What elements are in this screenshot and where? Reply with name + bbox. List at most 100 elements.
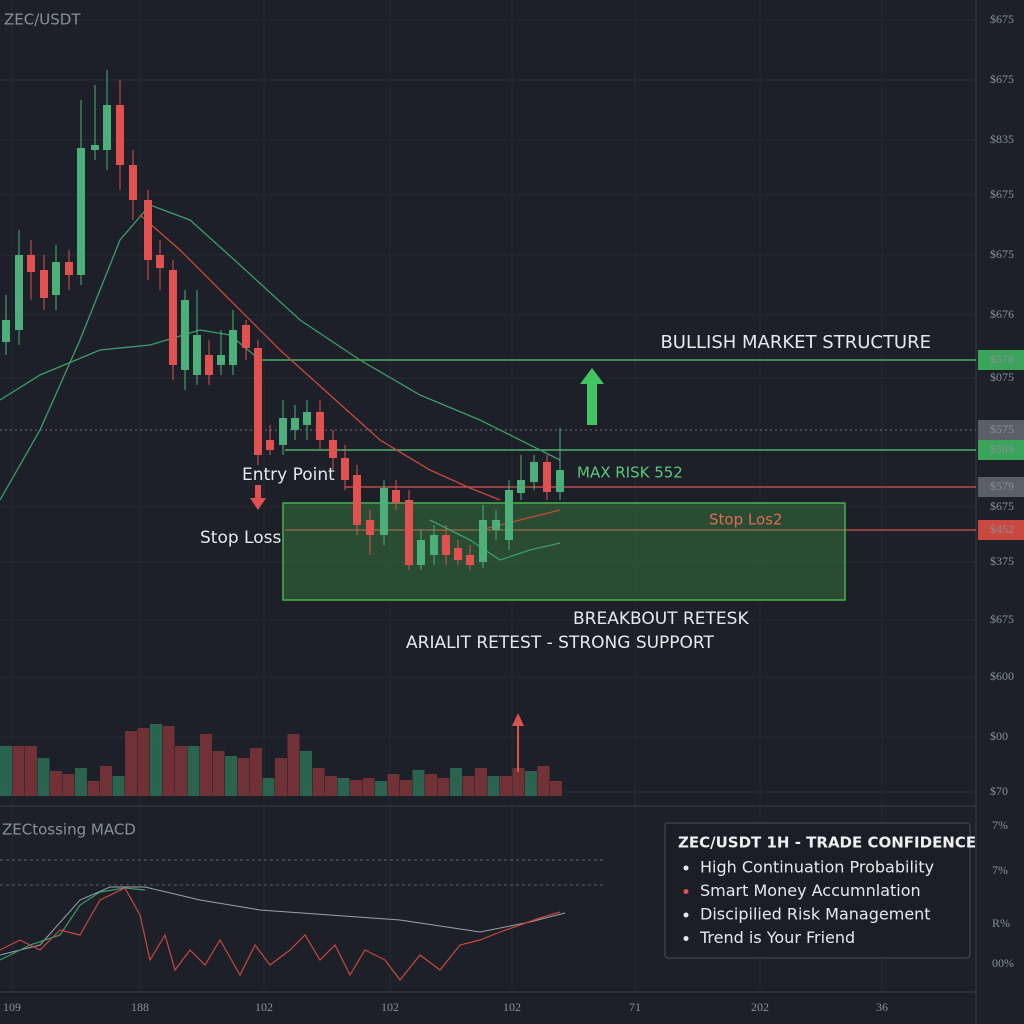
price-label: $075	[990, 370, 1014, 384]
volume-bar	[437, 778, 450, 796]
volume-bar	[412, 770, 425, 796]
down-arrow	[250, 485, 266, 510]
time-label: 202	[751, 1000, 769, 1014]
annotation: BULLISH MARKET STRUCTURE	[660, 332, 931, 353]
volume-bar	[100, 766, 112, 796]
panel-item: Discipilied Risk Management	[700, 905, 931, 924]
price-label: $835	[990, 132, 1014, 146]
candle-body	[77, 148, 85, 275]
panel-item: Trend is Your Friend	[699, 928, 855, 947]
volume-bar	[150, 724, 162, 796]
volume-bar	[250, 748, 262, 796]
ma-line	[429, 519, 561, 561]
time-label: 102	[503, 1000, 521, 1014]
candle-body	[492, 520, 500, 530]
candle-body	[329, 440, 337, 458]
volume-bar	[87, 781, 100, 796]
bullet	[683, 889, 689, 894]
price-label: $70	[990, 784, 1008, 798]
volume-bar	[112, 776, 125, 796]
candle-body	[392, 490, 400, 503]
volume-bar	[300, 751, 312, 796]
candle-body	[266, 440, 274, 450]
macd-axis-label: 7%	[992, 818, 1008, 832]
annotation: ARIALIT RETEST - STRONG SUPPORT	[406, 633, 715, 653]
volume-bar	[275, 758, 287, 796]
candle-body	[466, 555, 474, 565]
price-label: $579	[990, 479, 1014, 493]
price-label: $675	[990, 12, 1014, 26]
volume-bar	[325, 776, 337, 796]
bullet	[683, 912, 689, 918]
candle-body	[291, 418, 299, 430]
time-label: 36	[876, 1000, 888, 1014]
macd-label: ZECtossing MACD	[2, 821, 136, 839]
time-label: 188	[131, 1000, 149, 1014]
volume-bar	[312, 768, 325, 796]
macd-axis-label: R%	[992, 916, 1010, 930]
price-label: $675	[990, 612, 1014, 626]
candle-body	[530, 462, 538, 482]
volume-bar	[137, 728, 150, 796]
candle-body	[254, 348, 262, 455]
volume-bar	[387, 774, 400, 796]
volume-bar	[362, 778, 375, 796]
volume-bar	[12, 746, 25, 796]
volume-bar	[125, 731, 137, 796]
candle-body	[556, 470, 564, 492]
price-label: $675	[990, 247, 1014, 261]
volume-bar	[75, 768, 87, 796]
volume-bar	[450, 768, 462, 796]
candle-body	[341, 458, 349, 480]
candle-body	[169, 270, 177, 365]
volume-bar	[200, 734, 212, 796]
support-zone	[282, 502, 846, 601]
volume	[0, 724, 562, 796]
candle-body	[91, 145, 99, 150]
candle-body	[442, 535, 450, 555]
bullet	[683, 936, 689, 941]
info-panel	[664, 822, 971, 959]
candle-body	[505, 490, 513, 540]
candle-body	[417, 540, 425, 565]
volume-bar	[500, 776, 512, 796]
price-tag	[978, 350, 1024, 370]
ma-line	[0, 204, 561, 501]
price-tag	[978, 440, 1024, 460]
candle-body	[205, 355, 213, 375]
candle-body	[242, 325, 250, 348]
time-label: 71	[629, 1000, 641, 1014]
candle-body	[156, 255, 164, 268]
volume-bar	[487, 776, 500, 796]
volume-bar	[262, 778, 275, 796]
time-label: 102	[381, 1000, 399, 1014]
volume-bar	[175, 746, 187, 796]
candle-body	[517, 480, 525, 493]
candle-body	[543, 462, 551, 492]
candle-body	[279, 418, 287, 445]
annotation: BREAKBOUT RETESK	[573, 609, 749, 629]
panel-item: High Continuation Probability	[700, 858, 934, 877]
volume-bar	[187, 746, 200, 796]
volume-bar	[337, 778, 350, 796]
candle-body	[181, 300, 189, 370]
candle-body	[40, 270, 48, 298]
annotation: Stop Loss	[200, 528, 281, 548]
candle-body	[116, 105, 124, 165]
volume-bar	[225, 756, 237, 796]
candle-body	[103, 105, 111, 150]
price-label: $578	[990, 352, 1014, 366]
macd-line	[0, 886, 566, 956]
price-label: $675	[990, 187, 1014, 201]
volume-bar	[525, 771, 537, 796]
candle-body	[129, 165, 137, 200]
volume-bar	[512, 768, 525, 796]
volume-arrow	[512, 713, 524, 772]
ma-line	[139, 214, 501, 501]
panel-items: High Continuation Probability Smart Money…	[683, 858, 934, 947]
price-label: $675	[990, 72, 1014, 86]
price-label: $375	[990, 554, 1014, 568]
candle-body	[2, 320, 10, 342]
candles	[2, 70, 564, 570]
candle-body	[454, 548, 462, 560]
